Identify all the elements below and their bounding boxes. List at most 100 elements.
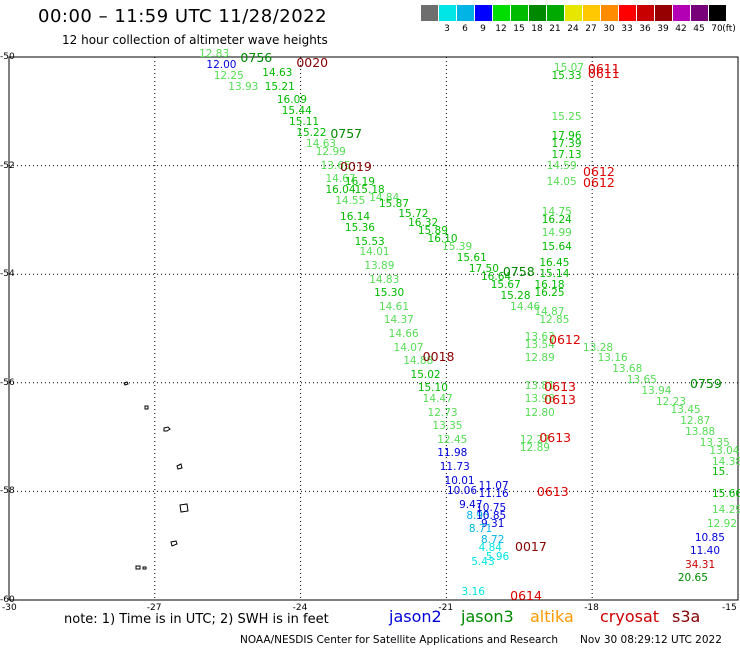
swh-value: 15.22 [296,127,327,140]
swh-value: 15.02 [410,368,441,381]
map-subtitle: 12 hour collection of altimeter wave hei… [62,33,328,47]
pass-time-label: 0758 [502,264,535,280]
swh-value: 14.87 [534,306,565,319]
pass-time-label: 0611 [587,66,620,82]
swh-value: 15.64 [541,241,572,254]
graticule [9,57,738,600]
satellite-jason2: jason2 [389,607,442,626]
swh-value: 12.85 [539,314,570,327]
legend-label: 15 [513,24,525,34]
lon-tick-label: -30 [2,603,17,613]
legend-swatch [691,5,708,21]
swh-value: 15.30 [374,287,405,300]
swh-value: 12.45 [437,433,468,446]
footer-timestamp: Nov 30 08:29:12 UTC 2022 [580,634,722,646]
swh-value: 15.33 [551,70,582,82]
swh-value: 4.84 [478,542,502,555]
swh-value: 15.39 [442,241,473,254]
pass-time-label: 0613 [539,430,572,446]
swh-value: 14.55 [335,194,366,207]
legend-unit: (ft) [722,24,736,34]
swh-value: 14.66 [388,327,419,340]
swh-value: 8.72 [481,534,505,547]
satellite-cryosat: cryosat [600,607,660,626]
swh-value: 15.66 [712,488,740,501]
pass-time-label: 0612 [583,164,615,180]
swh-value: 13.35 [699,436,730,449]
swh-value: 16.24 [541,213,572,226]
swh-value: 10.75 [476,501,507,514]
swh-value: 15.21 [264,80,295,93]
swh-value: 14.83 [369,273,400,286]
legend-label: 6 [462,24,468,34]
swh-value: 15.07 [553,61,584,74]
swh-value: 12.00 [206,59,237,72]
swh-value: 11.40 [689,545,721,558]
pass-time-label: 0613 [544,392,576,408]
swh-value: 16.25 [534,287,565,300]
swh-value: 13.94 [641,384,672,397]
swh-value: 17.13 [551,148,582,161]
swh-value: 15.18 [354,184,385,197]
lon-tick-label: -27 [146,603,162,613]
swh-value: 14.59 [546,159,577,172]
swh-value: 17.96 [551,129,582,142]
swh-value: 10.85 [476,509,507,522]
pass-time-label: 0759 [689,375,722,391]
swh-value: 13.89 [364,260,395,273]
lat-tick-label: -58 [0,486,15,497]
swh-value: 20.65 [677,572,708,585]
swh-value: 13.35 [432,420,463,433]
island-outline [123,381,129,386]
swh-value: 14.63 [262,67,293,80]
swh-value: 15.14 [539,268,570,281]
legend-label: 27 [585,24,597,34]
swh-value: 16.04 [325,184,356,197]
swh-value: 11.73 [439,460,470,473]
legend-label: 12 [495,24,507,34]
legend-label: 42 [675,24,687,34]
lat-tick-label: -56 [0,377,15,388]
legend-label: 9 [480,24,486,34]
legend-swatch [457,5,474,21]
swh-value: 12.89 [519,441,550,454]
swh-value: 13.93 [228,80,259,93]
swh-value: 16.18 [534,279,565,292]
legend-label: 36 [639,24,651,34]
swh-value: 15.44 [281,105,312,118]
swh-value: 13.98 [524,393,555,406]
swh-value: 14.05 [546,175,577,188]
legend-label: 33 [621,24,633,34]
swh-value: 15.25 [551,110,582,123]
swh-value: 12.73 [427,406,458,419]
swh-value: 10.85 [694,531,725,544]
swh-value: 16.10 [427,232,458,245]
swh-value: 16.14 [340,211,371,224]
lon-tick-label: -18 [584,603,599,613]
swh-value: 15.10 [417,382,448,395]
pass-time-label: 0614 [510,587,542,603]
satellite-s3a: s3a [672,607,701,626]
swh-value: 15.67 [490,279,521,292]
legend-label: 18 [531,24,543,34]
swh-value: 13.65 [626,374,657,387]
swh-value: 16.32 [408,216,439,229]
legend-label: 21 [549,24,561,34]
lat-tick-label: -60 [0,595,15,605]
swh-value: 10.06 [446,485,478,498]
swh-value: 8.95 [466,509,490,522]
lat-tick-label: -54 [0,269,15,280]
legend-swatch [421,5,438,21]
island-outline [135,565,141,570]
lon-tick-label: -15 [722,603,737,613]
swh-value: 14.38 [712,455,740,468]
swh-value: 14.47 [422,393,453,406]
swh-value: 11.16 [478,488,509,501]
swh-value: 15.61 [456,251,487,264]
lon-tick-label: -24 [292,603,308,613]
legend-swatch [529,5,546,21]
legend-swatch [565,5,582,21]
swh-value: 8.71 [468,523,493,536]
pass-time-label: 0612 [583,174,615,190]
